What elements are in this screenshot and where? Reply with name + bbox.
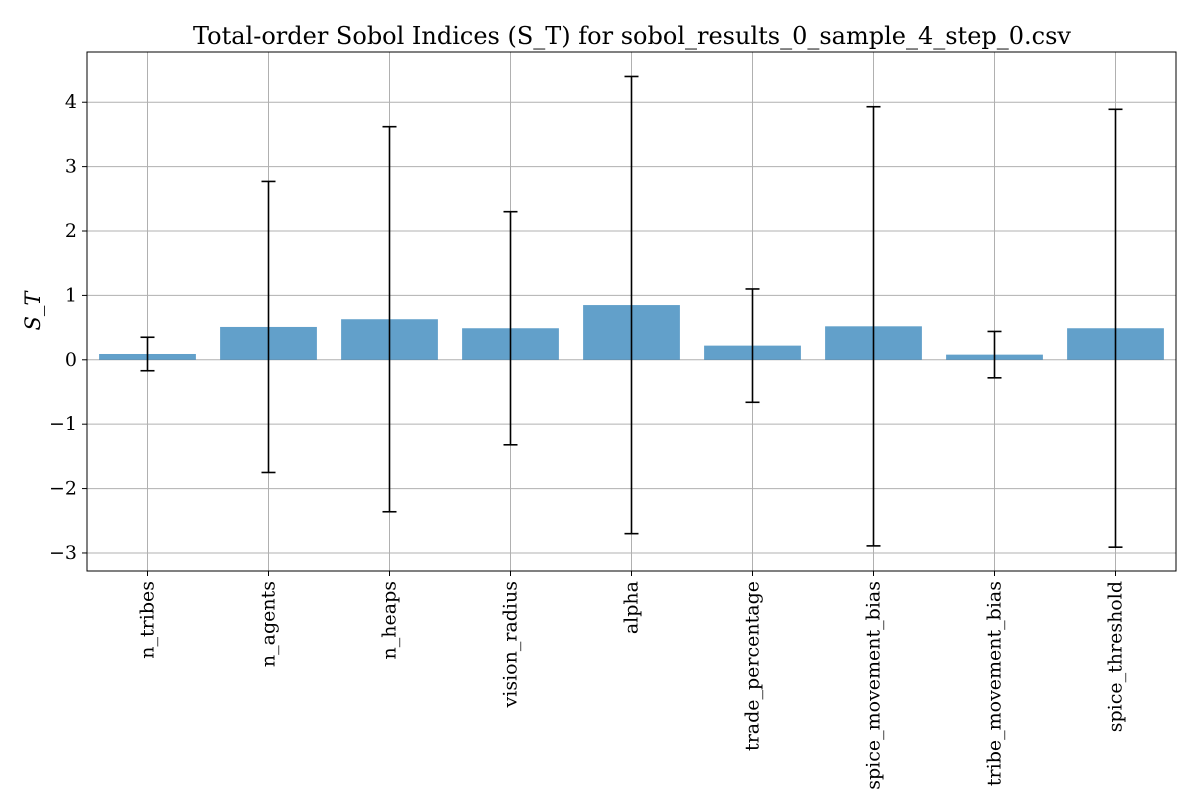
y-axis-label: S_T — [21, 290, 45, 331]
y-tick-label: −3 — [49, 542, 77, 564]
y-tick-label: 2 — [65, 220, 77, 242]
y-tick-label: 4 — [65, 91, 77, 113]
x-tick-label: alpha — [621, 581, 643, 634]
x-axis-ticks: n_tribes n_agents n_heaps vision_radius alph… — [137, 571, 1127, 790]
chart-title: Total-order Sobol Indices (S_T) for sobo… — [193, 22, 1071, 50]
y-tick-label: −2 — [49, 478, 77, 500]
x-tick-label: n_heaps — [379, 581, 401, 659]
x-tick-label: trade_percentage — [742, 581, 764, 751]
y-tick-label: 0 — [65, 349, 77, 371]
y-tick-label: 1 — [65, 284, 77, 306]
x-tick-label: spice_threshold — [1105, 581, 1127, 732]
error-bars-layer — [140, 75, 1123, 548]
x-tick-label: tribe_movement_bias — [984, 581, 1006, 786]
y-axis-ticks: −3 −2 −1 0 1 2 3 4 — [49, 91, 87, 564]
x-tick-label: spice_movement_bias — [863, 581, 885, 790]
y-tick-label: 3 — [65, 156, 77, 178]
y-tick-label: −1 — [49, 413, 77, 435]
x-tick-label: n_agents — [258, 581, 280, 667]
x-tick-label: n_tribes — [137, 581, 159, 659]
x-tick-label: vision_radius — [500, 581, 522, 708]
